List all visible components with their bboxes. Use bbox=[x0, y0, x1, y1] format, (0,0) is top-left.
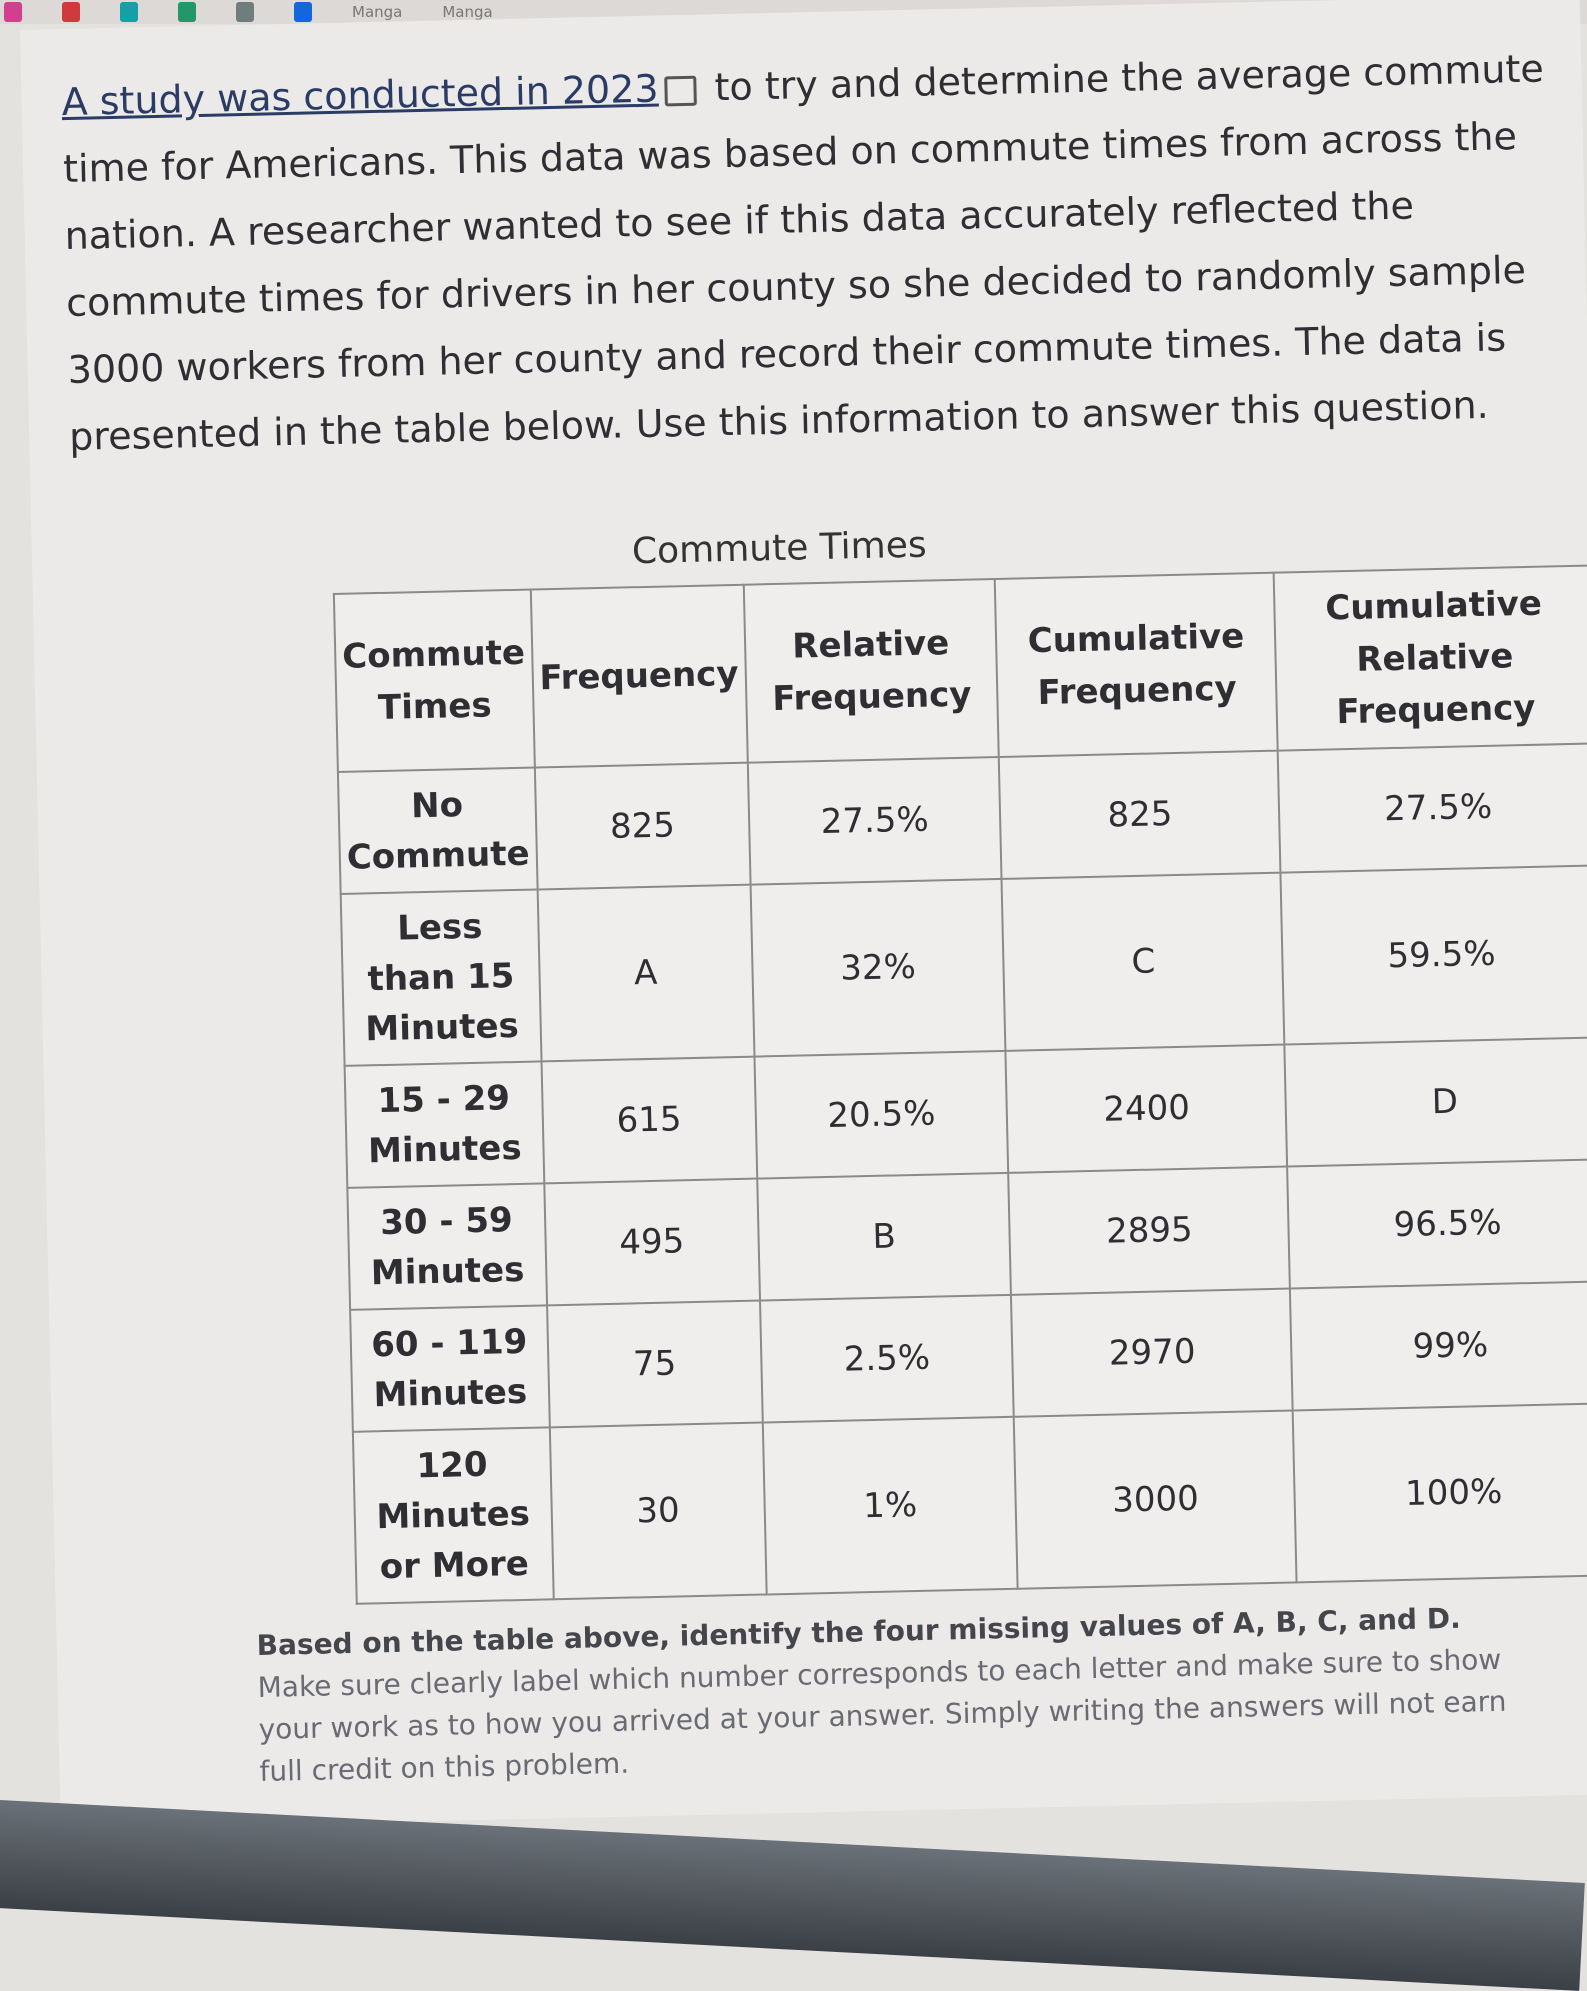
table-cell: 825 bbox=[534, 762, 751, 890]
question-page: A study was conducted in 2023 to try and… bbox=[20, 0, 1587, 1830]
bookmark-swatch[interactable] bbox=[236, 2, 254, 22]
table-cell: 99% bbox=[1290, 1281, 1587, 1411]
monitor-bezel bbox=[0, 1800, 1585, 1991]
table-row: 120 Minutes or More 30 1% 3000 100% bbox=[352, 1403, 1587, 1604]
bookmark-swatch[interactable] bbox=[294, 2, 312, 22]
table-cell: C bbox=[1001, 872, 1285, 1051]
table-cell: 32% bbox=[750, 878, 1006, 1057]
header-frequency: Frequency bbox=[530, 584, 748, 768]
bookmark-swatch[interactable] bbox=[4, 2, 22, 22]
table-cell: 75 bbox=[546, 1300, 763, 1428]
bookmark-manga-2[interactable]: Manga bbox=[442, 3, 493, 21]
question-line-2: Make sure clearly label which number cor… bbox=[257, 1642, 1507, 1789]
table-cell: No Commute bbox=[337, 767, 538, 894]
table-cell: 30 bbox=[549, 1422, 767, 1600]
table-cell: D bbox=[1284, 1037, 1587, 1167]
intro-paragraph: A study was conducted in 2023 to try and… bbox=[61, 35, 1560, 471]
table-cell: 2895 bbox=[1008, 1166, 1291, 1295]
question-text: Based on the table above, identify the f… bbox=[256, 1597, 1509, 1793]
header-cumulative-relative-frequency: Cumulative Relative Frequency bbox=[1273, 565, 1587, 751]
table-row: Less than 15 Minutes A 32% C 59.5% bbox=[340, 865, 1587, 1066]
table-cell: 2.5% bbox=[759, 1294, 1015, 1423]
table-cell: Less than 15 Minutes bbox=[340, 889, 542, 1066]
table-cell: 27.5% bbox=[1278, 743, 1587, 873]
table-cell: A bbox=[537, 884, 755, 1062]
bookmark-swatch[interactable] bbox=[178, 2, 196, 22]
table-cell: 96.5% bbox=[1287, 1159, 1587, 1289]
table-cell: 2400 bbox=[1005, 1044, 1288, 1173]
table-cell: 60 - 119 Minutes bbox=[350, 1305, 550, 1432]
table-cell: 27.5% bbox=[747, 756, 1002, 885]
bookmark-manga[interactable]: Manga bbox=[352, 3, 403, 21]
header-relative-frequency: Relative Frequency bbox=[743, 579, 1000, 763]
table-cell: 1% bbox=[762, 1416, 1019, 1595]
table-cell: 2970 bbox=[1011, 1288, 1293, 1417]
commute-times-table: Commute Times Frequency Relative Frequen… bbox=[332, 564, 1587, 1605]
table-cell: 15 - 29 Minutes bbox=[344, 1061, 544, 1188]
header-commute-times: Commute Times bbox=[333, 589, 535, 772]
bookmark-swatch[interactable] bbox=[62, 2, 80, 22]
study-link[interactable]: A study was conducted in 2023 bbox=[61, 66, 660, 125]
header-cumulative-frequency: Cumulative Frequency bbox=[995, 572, 1279, 757]
table-cell: 495 bbox=[543, 1178, 760, 1306]
table-caption: Commute Times bbox=[631, 524, 928, 573]
table-cell: 3000 bbox=[1014, 1410, 1297, 1589]
external-link-icon[interactable] bbox=[664, 75, 697, 106]
table-cell: 20.5% bbox=[754, 1050, 1009, 1179]
table-cell: 30 - 59 Minutes bbox=[347, 1183, 547, 1310]
table-cell: 100% bbox=[1292, 1403, 1587, 1583]
table-cell: B bbox=[756, 1172, 1012, 1301]
table-cell: 615 bbox=[541, 1056, 757, 1184]
table-header-row: Commute Times Frequency Relative Frequen… bbox=[333, 565, 1587, 772]
table-cell: 825 bbox=[999, 750, 1281, 879]
table-cell: 120 Minutes or More bbox=[352, 1427, 554, 1604]
bookmark-swatch[interactable] bbox=[120, 2, 138, 22]
table-cell: 59.5% bbox=[1280, 865, 1587, 1045]
